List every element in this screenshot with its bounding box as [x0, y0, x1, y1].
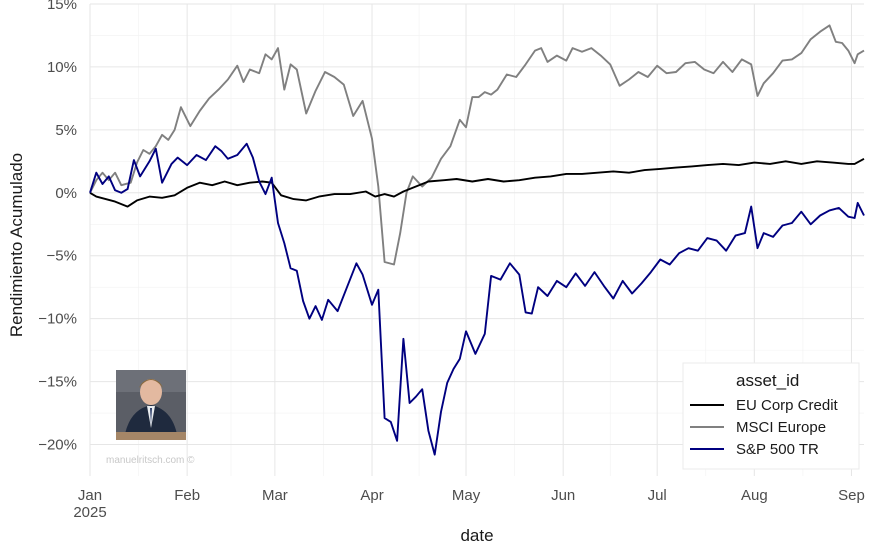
- y-tick-label: 5%: [55, 122, 77, 139]
- series-line-s-p-500-tr: [89, 142, 865, 456]
- x-tick-label: Mar: [262, 487, 288, 504]
- x-axis-title: date: [460, 526, 493, 545]
- x-tick-label: Aug: [741, 487, 768, 504]
- watermark: manuelritsch.com ©: [106, 455, 195, 466]
- y-tick-label: 0%: [55, 185, 77, 202]
- x-tick-label: Apr: [360, 487, 383, 504]
- legend-label: S&P 500 TR: [736, 441, 819, 458]
- y-tick-label: 15%: [47, 0, 77, 13]
- x-tick-sublabel: 2025: [73, 504, 106, 521]
- x-tick-label: Feb: [174, 487, 200, 504]
- y-tick-label: 10%: [47, 59, 77, 76]
- legend: asset_id EU Corp Credit MSCI Europe S&P 50…: [682, 362, 860, 470]
- legend-title: asset_id: [736, 371, 799, 390]
- x-tick-label: Jan: [78, 487, 102, 504]
- series-line-msci-europe: [89, 24, 865, 266]
- legend-label: MSCI Europe: [736, 419, 826, 436]
- y-tick-label: −10%: [38, 311, 77, 328]
- avatar: [116, 370, 186, 440]
- y-axis-title: Rendimiento Acumulado: [7, 153, 26, 337]
- legend-box: [682, 362, 860, 470]
- legend-label: EU Corp Credit: [736, 397, 839, 414]
- y-tick-label: −20%: [38, 437, 77, 454]
- x-tick-label: Jun: [551, 487, 575, 504]
- y-tick-label: −15%: [38, 374, 77, 391]
- x-tick-label: Jul: [648, 487, 667, 504]
- y-tick-label: −5%: [47, 248, 77, 265]
- series-line-eu-corp-credit: [89, 157, 865, 208]
- legend-items: EU Corp Credit MSCI Europe S&P 500 TR: [690, 397, 839, 458]
- x-tick-label: May: [452, 487, 481, 504]
- y-axis-ticks: 15% 10% 5% 0% −5% −10% −15% −20%: [38, 0, 77, 454]
- x-tick-label: Sep: [838, 487, 865, 504]
- series-lines: [89, 24, 865, 456]
